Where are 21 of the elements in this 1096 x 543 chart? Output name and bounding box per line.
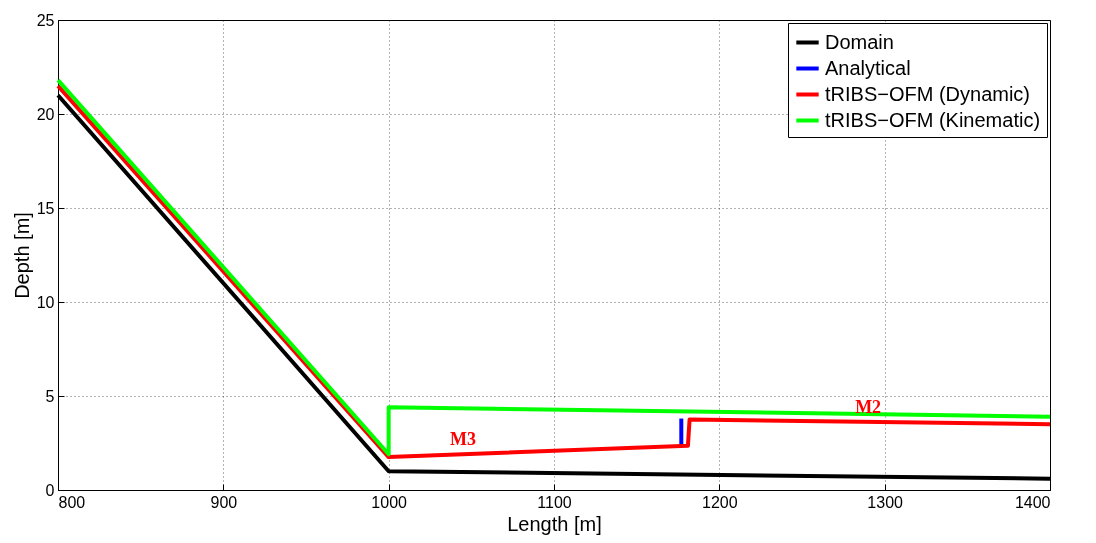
x-tick-label: 1300 <box>867 493 904 511</box>
legend-label: Analytical <box>825 56 911 79</box>
x-tick-label: 900 <box>210 493 238 511</box>
y-axis-title: Depth [m] <box>10 212 33 299</box>
y-tick-label: 10 <box>36 293 55 311</box>
x-tick-label: 1400 <box>1014 493 1051 511</box>
y-tick-label: 15 <box>36 199 55 217</box>
legend-label: tRIBS−OFM (Dynamic) <box>825 82 1031 105</box>
x-tick-label: 1200 <box>702 493 738 511</box>
y-tick-label: 25 <box>36 11 55 29</box>
legend-label: tRIBS−OFM (Kinematic) <box>825 108 1041 131</box>
x-tick-label: 1000 <box>371 493 408 511</box>
legend-label: Domain <box>825 30 894 53</box>
y-tick-label: 0 <box>45 481 55 499</box>
annotation: M3 <box>450 429 477 450</box>
y-tick-label: 5 <box>45 387 55 405</box>
x-tick-label: 800 <box>58 493 86 511</box>
y-tick-label: 20 <box>36 105 55 123</box>
x-tick-label: 1100 <box>537 493 572 511</box>
x-axis-title: Length [m] <box>507 512 602 535</box>
annotation: M2 <box>855 396 882 417</box>
